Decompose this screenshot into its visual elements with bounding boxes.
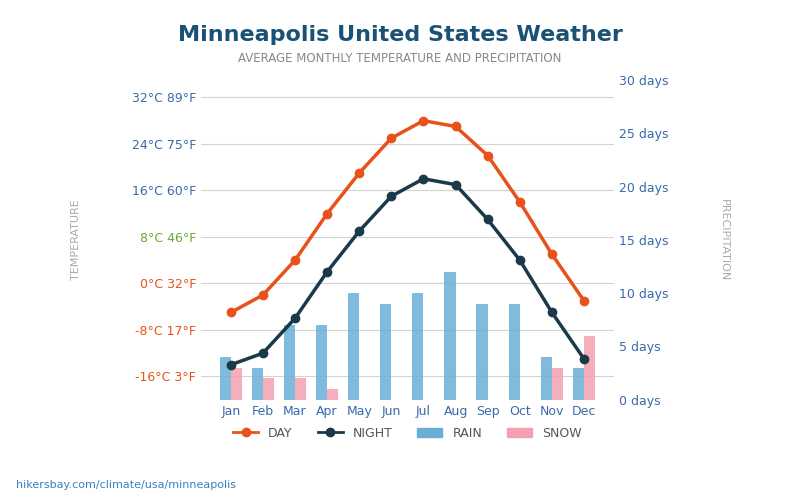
Bar <box>252 368 263 400</box>
Bar <box>316 325 327 400</box>
Bar <box>477 304 488 400</box>
Bar <box>219 357 231 400</box>
Y-axis label: TEMPERATURE: TEMPERATURE <box>71 200 81 280</box>
Text: Minneapolis United States Weather: Minneapolis United States Weather <box>178 25 622 45</box>
Y-axis label: PRECIPITATION: PRECIPITATION <box>719 198 729 281</box>
Bar <box>327 389 338 400</box>
Bar <box>231 368 242 400</box>
Bar <box>263 378 274 400</box>
Bar <box>348 293 359 400</box>
Bar <box>295 378 306 400</box>
Bar <box>541 357 552 400</box>
Bar <box>380 304 391 400</box>
Bar <box>412 293 423 400</box>
Text: AVERAGE MONTHLY TEMPERATURE AND PRECIPITATION: AVERAGE MONTHLY TEMPERATURE AND PRECIPIT… <box>238 52 562 66</box>
Bar <box>284 325 295 400</box>
Bar <box>584 336 595 400</box>
Legend: DAY, NIGHT, RAIN, SNOW: DAY, NIGHT, RAIN, SNOW <box>228 422 587 444</box>
Bar <box>573 368 584 400</box>
Bar <box>509 304 520 400</box>
Text: hikersbay.com/climate/usa/minneapolis: hikersbay.com/climate/usa/minneapolis <box>16 480 236 490</box>
Bar <box>444 272 456 400</box>
Bar <box>552 368 563 400</box>
